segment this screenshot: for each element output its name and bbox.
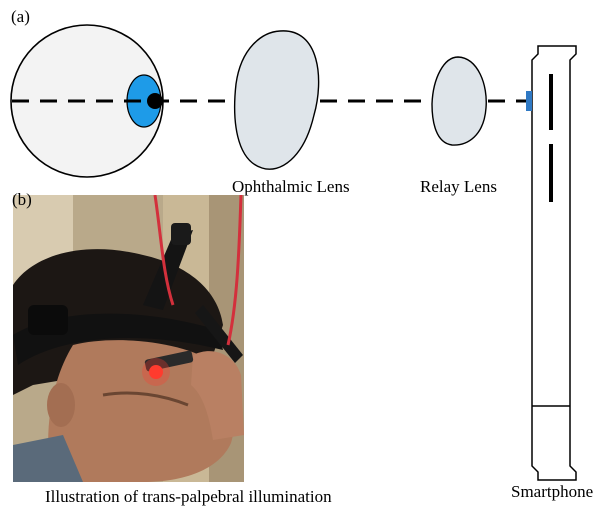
phone-slot-top (549, 74, 553, 130)
smartphone (526, 45, 577, 481)
ophthalmic-lens-label: Ophthalmic Lens (232, 177, 350, 196)
red-light-glow (149, 365, 163, 379)
relay-lens-label: Relay Lens (420, 177, 497, 196)
panel-a-label: (a) (11, 7, 30, 26)
smartphone-label: Smartphone (511, 482, 593, 501)
relay-lens (431, 56, 487, 146)
panel-b-caption: Illustration of trans-palpebral illumina… (45, 487, 332, 506)
phone-slot-bottom (549, 144, 553, 202)
ophthalmic-lens (233, 30, 320, 170)
panel-b-label: (b) (12, 190, 32, 209)
phone-camera (526, 91, 532, 111)
trans-palpebral-photo (13, 195, 244, 482)
